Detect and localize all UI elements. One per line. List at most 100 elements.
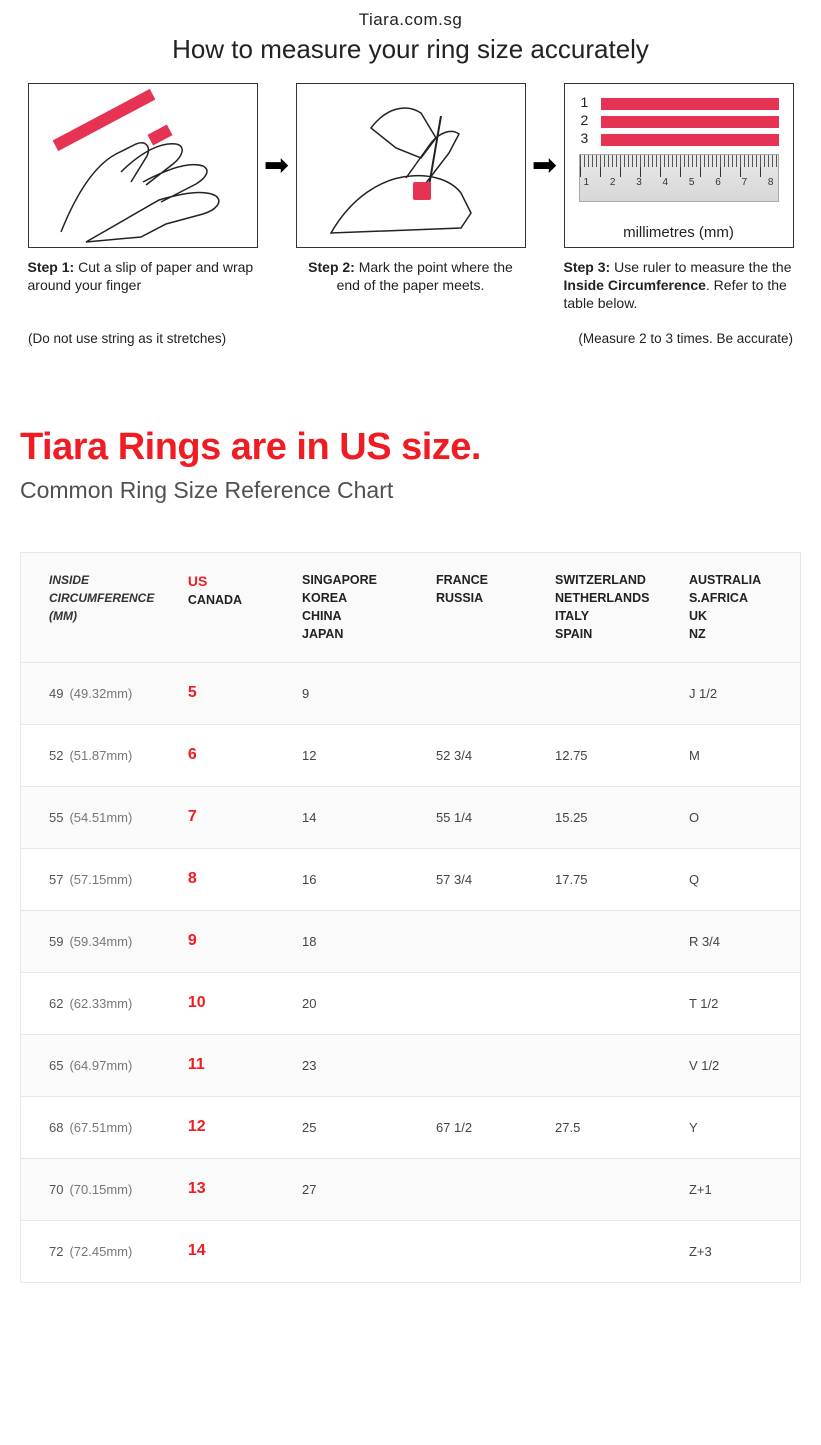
col-singapore: SINGAPOREKOREACHINAJAPAN — [294, 571, 428, 644]
notes-row: (Do not use string as it stretches) (Mea… — [0, 313, 821, 346]
measure-bar-icon — [601, 116, 779, 128]
col-australia: AUSTRALIAS.AFRICAUKNZ — [681, 571, 800, 644]
step-2-text: Mark the point where the end of the pape… — [337, 259, 513, 293]
mm-label: millimetres (mm) — [565, 224, 793, 241]
cell-circumference: 52(51.87mm) — [21, 748, 180, 763]
col-switzerland: SWITZERLANDNETHERLANDSITALYSPAIN — [547, 571, 681, 644]
cell-sg: 25 — [294, 1120, 428, 1135]
cell-sg: 27 — [294, 1182, 428, 1197]
step-2-illustration — [296, 83, 526, 248]
arrow-icon: ➡ — [530, 83, 560, 248]
cell-au: J 1/2 — [681, 686, 800, 701]
bar-num-3: 3 — [581, 130, 589, 146]
cell-us: 13 — [180, 1180, 294, 1198]
measure-bar-icon — [601, 98, 779, 110]
step-2-caption: Step 2: Mark the point where the end of … — [296, 258, 526, 294]
table-row: 55(54.51mm)71455 1/415.25O — [21, 786, 800, 848]
cell-au: Z+1 — [681, 1182, 800, 1197]
cell-us: 11 — [180, 1056, 294, 1074]
arrow-icon: ➡ — [262, 83, 292, 248]
cell-au: Z+3 — [681, 1244, 800, 1259]
note-left: (Do not use string as it stretches) — [28, 331, 226, 346]
ring-mark-icon — [413, 182, 431, 200]
table-row: 57(57.15mm)81657 3/417.75Q — [21, 848, 800, 910]
hands-marking-icon — [311, 98, 511, 238]
header: Tiara.com.sg How to measure your ring si… — [0, 0, 821, 71]
ruler-icon: 12345678 — [579, 154, 779, 202]
cell-sg: 16 — [294, 872, 428, 887]
cell-fr: 52 3/4 — [428, 748, 547, 763]
step-3: 1 2 3 12345678 millimetres (mm) Step 3: … — [564, 83, 794, 313]
cell-au: M — [681, 748, 800, 763]
size-chart-table: INSIDECIRCUMFERENCE(MM) US CANADA SINGAP… — [20, 552, 801, 1283]
col-canada: CANADA — [188, 593, 242, 607]
cell-sg: 9 — [294, 686, 428, 701]
cell-circumference: 68(67.51mm) — [21, 1120, 180, 1135]
cell-us: 9 — [180, 932, 294, 950]
step-1-num: Step 1: — [28, 259, 75, 275]
cell-circumference: 55(54.51mm) — [21, 810, 180, 825]
cell-circumference: 70(70.15mm) — [21, 1182, 180, 1197]
cell-circumference: 65(64.97mm) — [21, 1058, 180, 1073]
cell-sg: 18 — [294, 934, 428, 949]
cell-circumference: 62(62.33mm) — [21, 996, 180, 1011]
cell-circumference: 72(72.45mm) — [21, 1244, 180, 1259]
cell-au: T 1/2 — [681, 996, 800, 1011]
table-header-row: INSIDECIRCUMFERENCE(MM) US CANADA SINGAP… — [21, 552, 800, 662]
cell-ch: 17.75 — [547, 872, 681, 887]
measure-bar-icon — [601, 134, 779, 146]
col-france: FRANCERUSSIA — [428, 571, 547, 607]
table-row: 52(51.87mm)61252 3/412.75M — [21, 724, 800, 786]
cell-ch: 15.25 — [547, 810, 681, 825]
table-row: 49(49.32mm)59 J 1/2 — [21, 662, 800, 724]
cell-circumference: 59(59.34mm) — [21, 934, 180, 949]
cell-sg: 20 — [294, 996, 428, 1011]
step-3-caption: Step 3: Use ruler to measure the the Ins… — [564, 258, 794, 313]
table-row: 65(64.97mm)1123 V 1/2 — [21, 1034, 800, 1096]
step-2: Step 2: Mark the point where the end of … — [296, 83, 526, 294]
cell-fr: 67 1/2 — [428, 1120, 547, 1135]
table-row: 72(72.45mm)14 Z+3 — [21, 1220, 800, 1282]
cell-us: 10 — [180, 994, 294, 1012]
cell-au: Q — [681, 872, 800, 887]
cell-au: Y — [681, 1120, 800, 1135]
cell-us: 14 — [180, 1242, 294, 1260]
cell-sg: 12 — [294, 748, 428, 763]
table-row: 59(59.34mm)918 R 3/4 — [21, 910, 800, 972]
step-1-caption: Step 1: Cut a slip of paper and wrap aro… — [28, 258, 258, 294]
site-name: Tiara.com.sg — [0, 10, 821, 30]
ruler-numbers: 12345678 — [582, 177, 776, 188]
step-3-text-bold: Inside Circumference — [564, 277, 706, 293]
col-us-canada: US CANADA — [180, 571, 294, 609]
step-3-text-prefix: Use ruler to measure the the — [614, 259, 791, 275]
table-row: 70(70.15mm)1327 Z+1 — [21, 1158, 800, 1220]
step-1: Step 1: Cut a slip of paper and wrap aro… — [28, 83, 258, 294]
cell-ch: 12.75 — [547, 748, 681, 763]
chart-subtitle: Common Ring Size Reference Chart — [20, 477, 801, 504]
cell-au: V 1/2 — [681, 1058, 800, 1073]
table-row: 62(62.33mm)1020 T 1/2 — [21, 972, 800, 1034]
col-inside-circumference: INSIDECIRCUMFERENCE(MM) — [21, 571, 180, 625]
bar-num-2: 2 — [581, 112, 589, 128]
step-3-num: Step 3: — [564, 259, 611, 275]
hand-outline-icon — [51, 112, 251, 248]
note-right: (Measure 2 to 3 times. Be accurate) — [578, 331, 793, 346]
cell-sg: 23 — [294, 1058, 428, 1073]
cell-us: 5 — [180, 684, 294, 702]
cell-au: R 3/4 — [681, 934, 800, 949]
cell-us: 7 — [180, 808, 294, 826]
cell-ch: 27.5 — [547, 1120, 681, 1135]
us-size-title: Tiara Rings are in US size. — [20, 426, 801, 469]
cell-au: O — [681, 810, 800, 825]
steps-row: Step 1: Cut a slip of paper and wrap aro… — [0, 71, 821, 313]
step-1-illustration — [28, 83, 258, 248]
cell-circumference: 49(49.32mm) — [21, 686, 180, 701]
cell-us: 12 — [180, 1118, 294, 1136]
cell-fr: 55 1/4 — [428, 810, 547, 825]
page-title: How to measure your ring size accurately — [0, 34, 821, 65]
bar-num-1: 1 — [581, 94, 589, 110]
cell-us: 8 — [180, 870, 294, 888]
step-2-num: Step 2: — [308, 259, 355, 275]
table-row: 68(67.51mm)122567 1/227.5Y — [21, 1096, 800, 1158]
cell-us: 6 — [180, 746, 294, 764]
